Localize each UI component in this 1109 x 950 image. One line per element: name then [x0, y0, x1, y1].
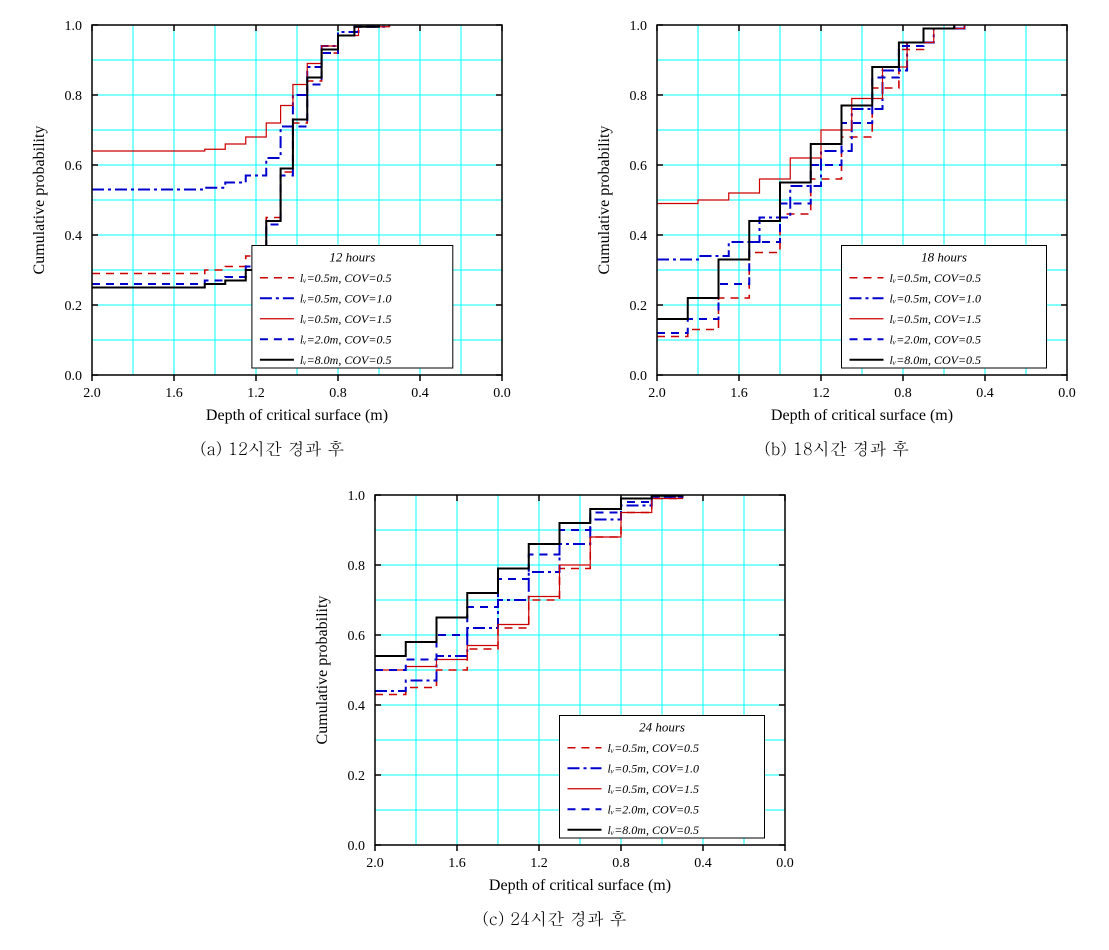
svg-text:18 hours: 18 hours: [921, 250, 967, 265]
svg-text:0.8: 0.8: [347, 559, 365, 574]
svg-text:lᵥ=8.0m, COV=0.5: lᵥ=8.0m, COV=0.5: [607, 823, 699, 837]
svg-text:lᵥ=8.0m, COV=0.5: lᵥ=8.0m, COV=0.5: [300, 353, 392, 367]
svg-text:0.8: 0.8: [330, 386, 348, 401]
svg-text:1.0: 1.0: [629, 19, 647, 34]
svg-text:0.6: 0.6: [629, 159, 647, 174]
svg-text:0.8: 0.8: [894, 386, 912, 401]
svg-text:Cumulative probability: Cumulative probability: [596, 126, 613, 275]
svg-text:24 hours: 24 hours: [639, 720, 685, 735]
svg-text:0.4: 0.4: [694, 856, 712, 871]
svg-text:lᵥ=0.5m, COV=1.0: lᵥ=0.5m, COV=1.0: [607, 761, 699, 775]
svg-text:1.6: 1.6: [448, 856, 466, 871]
svg-text:lᵥ=2.0m, COV=0.5: lᵥ=2.0m, COV=0.5: [607, 802, 699, 816]
svg-text:0.4: 0.4: [65, 229, 83, 244]
svg-text:lᵥ=0.5m, COV=1.0: lᵥ=0.5m, COV=1.0: [300, 291, 392, 305]
chart-a: 2.0 1.6 1.2 0.8 0.4 0.0 0.0 0.2 0.4 0.6 0.8 1.0 Dept…: [22, 10, 522, 430]
svg-text:1.2: 1.2: [812, 386, 830, 401]
svg-text:lᵥ=0.5m, COV=1.5: lᵥ=0.5m, COV=1.5: [300, 312, 392, 326]
svg-text:0.4: 0.4: [412, 386, 430, 401]
svg-text:12 hours: 12 hours: [330, 250, 376, 265]
svg-text:Cumulative probability: Cumulative probability: [314, 596, 331, 745]
caption-a: (a) 12시간 경과 후: [200, 436, 344, 460]
svg-text:0.6: 0.6: [65, 159, 83, 174]
svg-text:lᵥ=2.0m, COV=0.5: lᵥ=2.0m, COV=0.5: [889, 332, 981, 346]
svg-text:2.0: 2.0: [648, 386, 666, 401]
svg-text:1.6: 1.6: [166, 386, 184, 401]
svg-text:lᵥ=0.5m, COV=1.5: lᵥ=0.5m, COV=1.5: [889, 312, 981, 326]
svg-text:lᵥ=2.0m, COV=0.5: lᵥ=2.0m, COV=0.5: [300, 332, 392, 346]
svg-text:1.6: 1.6: [730, 386, 748, 401]
svg-text:0.0: 0.0: [1058, 386, 1076, 401]
svg-text:lᵥ=0.5m, COV=0.5: lᵥ=0.5m, COV=0.5: [889, 271, 981, 285]
svg-text:0.8: 0.8: [65, 89, 83, 104]
svg-text:0.8: 0.8: [612, 856, 630, 871]
svg-text:lᵥ=0.5m, COV=1.0: lᵥ=0.5m, COV=1.0: [889, 291, 981, 305]
svg-text:Depth of critical surface (m): Depth of critical surface (m): [488, 877, 670, 894]
svg-text:Cumulative probability: Cumulative probability: [31, 126, 48, 275]
svg-text:0.6: 0.6: [347, 629, 365, 644]
svg-text:0.0: 0.0: [65, 369, 83, 384]
svg-text:2.0: 2.0: [366, 856, 384, 871]
svg-text:0.4: 0.4: [347, 699, 365, 714]
chart-c: 2.0 1.6 1.2 0.8 0.4 0.0 0.0 0.2 0.4 0.6 0.8 1.0 Dept…: [305, 480, 805, 900]
svg-text:0.2: 0.2: [65, 299, 83, 314]
svg-text:2.0: 2.0: [84, 386, 102, 401]
svg-text:0.0: 0.0: [776, 856, 794, 871]
svg-text:0.8: 0.8: [629, 89, 647, 104]
svg-text:1.2: 1.2: [530, 856, 548, 871]
svg-text:Depth of critical surface (m): Depth of critical surface (m): [771, 407, 953, 424]
svg-text:0.4: 0.4: [976, 386, 994, 401]
svg-text:0.0: 0.0: [494, 386, 512, 401]
figure-grid: 2.0 1.6 1.2 0.8 0.4 0.0 0.0 0.2 0.4 0.6 0.8 1.0 Dept…: [10, 10, 1099, 930]
caption-c: (c) 24시간 경과 후: [482, 906, 626, 930]
svg-text:0.0: 0.0: [347, 839, 365, 854]
svg-text:lᵥ=0.5m, COV=0.5: lᵥ=0.5m, COV=0.5: [300, 271, 392, 285]
panel-a: 2.0 1.6 1.2 0.8 0.4 0.0 0.0 0.2 0.4 0.6 0.8 1.0 Dept…: [10, 10, 535, 460]
caption-b: (b) 18시간 경과 후: [764, 436, 909, 460]
svg-text:0.0: 0.0: [629, 369, 647, 384]
svg-text:lᵥ=0.5m, COV=0.5: lᵥ=0.5m, COV=0.5: [607, 741, 699, 755]
panel-b: 2.0 1.6 1.2 0.8 0.4 0.0 0.0 0.2 0.4 0.6 0.8 1.0 Dept…: [575, 10, 1100, 460]
svg-text:1.2: 1.2: [248, 386, 266, 401]
svg-text:0.4: 0.4: [629, 229, 647, 244]
svg-text:Depth of critical surface (m): Depth of critical surface (m): [206, 407, 388, 424]
svg-text:0.2: 0.2: [629, 299, 647, 314]
svg-text:0.2: 0.2: [347, 769, 365, 784]
chart-b: 2.0 1.6 1.2 0.8 0.4 0.0 0.0 0.2 0.4 0.6 0.8 1.0 Dept…: [587, 10, 1087, 430]
svg-text:1.0: 1.0: [65, 19, 83, 34]
svg-text:1.0: 1.0: [347, 489, 365, 504]
panel-c: 2.0 1.6 1.2 0.8 0.4 0.0 0.0 0.2 0.4 0.6 0.8 1.0 Dept…: [282, 480, 827, 930]
svg-text:lᵥ=0.5m, COV=1.5: lᵥ=0.5m, COV=1.5: [607, 782, 699, 796]
svg-text:lᵥ=8.0m, COV=0.5: lᵥ=8.0m, COV=0.5: [889, 353, 981, 367]
